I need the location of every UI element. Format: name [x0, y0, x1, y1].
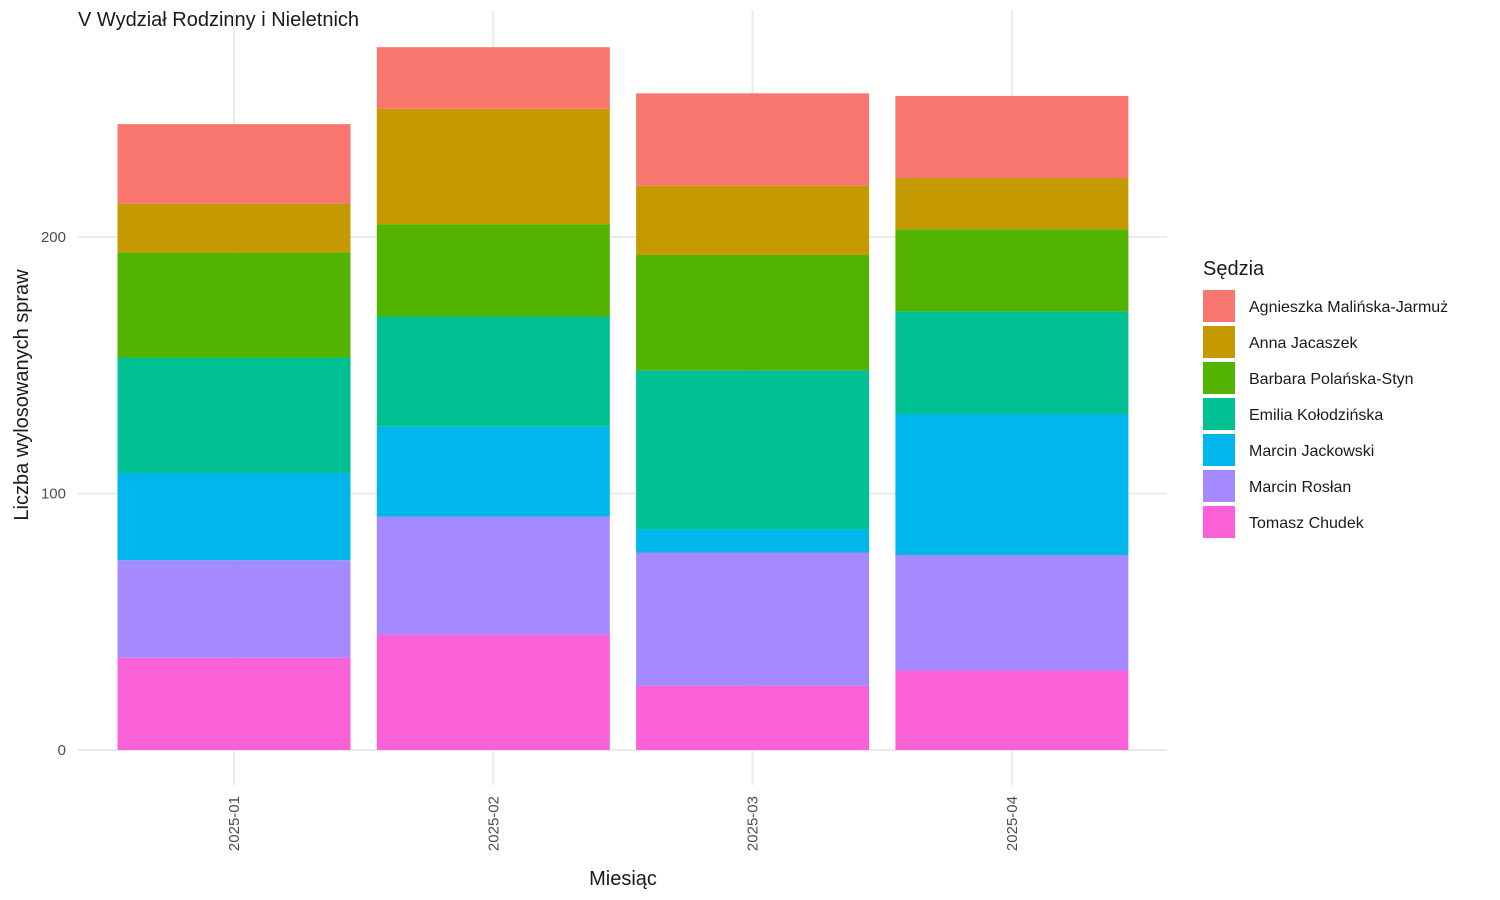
bar-segment	[636, 254, 870, 371]
legend-title: Sędzia	[1203, 258, 1265, 280]
y-axis-ticks: 0 100 200	[41, 229, 66, 759]
bar-segment	[636, 185, 870, 255]
x-tick-label: 2025-03	[745, 796, 762, 851]
y-tick-label: 0	[58, 742, 66, 759]
bar-segment	[376, 426, 610, 517]
legend-key	[1203, 506, 1235, 538]
legend-label: Agnieszka Malińska-Jarmuż	[1249, 299, 1448, 316]
legend-label: Marcin Jackowski	[1249, 443, 1374, 460]
bar-segment	[376, 108, 610, 225]
x-tick-label: 2025-04	[1004, 796, 1021, 851]
legend-label: Emilia Kołodzińska	[1249, 407, 1383, 424]
bar-segment	[376, 516, 610, 635]
bar-segment	[117, 657, 351, 750]
legend-key	[1203, 362, 1235, 394]
bar-segment	[117, 560, 351, 658]
legend-key	[1203, 398, 1235, 430]
legend-label: Marcin Rosłan	[1249, 479, 1351, 496]
legend-key	[1203, 290, 1235, 322]
legend-label: Anna Jacaszek	[1249, 335, 1359, 352]
bar-segment	[895, 413, 1129, 556]
bar-segment	[117, 357, 351, 473]
bar-segment	[636, 529, 870, 553]
x-axis-ticks: 2025-01 2025-02 2025-03 2025-04	[226, 796, 1021, 851]
bar-segment	[895, 95, 1129, 179]
chart-title: V Wydział Rodzinny i Nieletnich	[78, 9, 359, 31]
bar-segment	[895, 555, 1129, 671]
bars	[117, 47, 1129, 751]
bar-segment	[117, 252, 351, 358]
legend-key	[1203, 470, 1235, 502]
x-tick-label: 2025-01	[226, 796, 243, 851]
bar-segment	[117, 472, 351, 561]
legend-label: Tomasz Chudek	[1249, 515, 1365, 532]
bar-segment	[895, 178, 1129, 230]
legend-key	[1203, 434, 1235, 466]
x-tick-label: 2025-02	[485, 796, 502, 851]
bar-segment	[895, 229, 1129, 312]
legend-key	[1203, 326, 1235, 358]
bar-segment	[376, 224, 610, 317]
bar-segment	[636, 370, 870, 530]
bar-segment	[376, 316, 610, 427]
legend: Sędzia Agnieszka Malińska-Jarmuż Anna Jac…	[1203, 258, 1448, 538]
bar-segment	[376, 47, 610, 109]
bar-segment	[636, 552, 870, 686]
legend-label: Barbara Polańska-Styn	[1249, 371, 1414, 388]
bar-segment	[376, 634, 610, 750]
bar-segment	[636, 685, 870, 751]
bar-segment	[895, 670, 1129, 750]
bar-segment	[117, 124, 351, 204]
y-axis-title: Liczba wylosowanych spraw	[11, 269, 33, 521]
bar-segment	[117, 203, 351, 253]
x-axis-title: Miesiąc	[589, 868, 657, 890]
y-tick-label: 100	[41, 486, 66, 503]
y-tick-label: 200	[41, 229, 66, 246]
bar-segment	[895, 311, 1129, 414]
bar-segment	[636, 93, 870, 186]
